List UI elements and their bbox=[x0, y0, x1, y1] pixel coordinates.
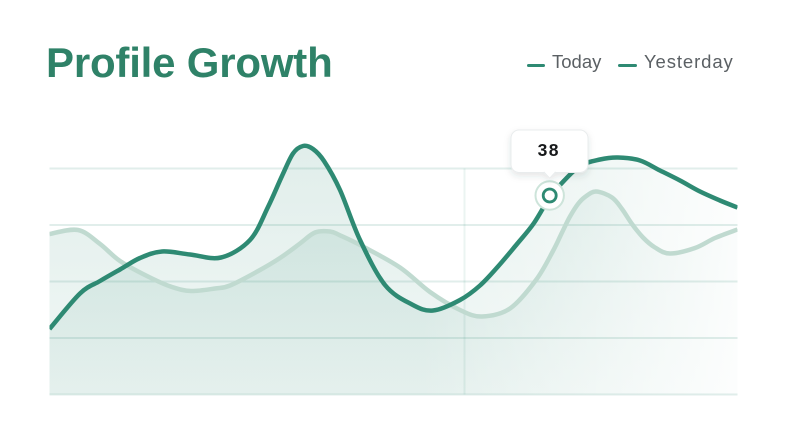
svg-text:38: 38 bbox=[538, 140, 560, 160]
